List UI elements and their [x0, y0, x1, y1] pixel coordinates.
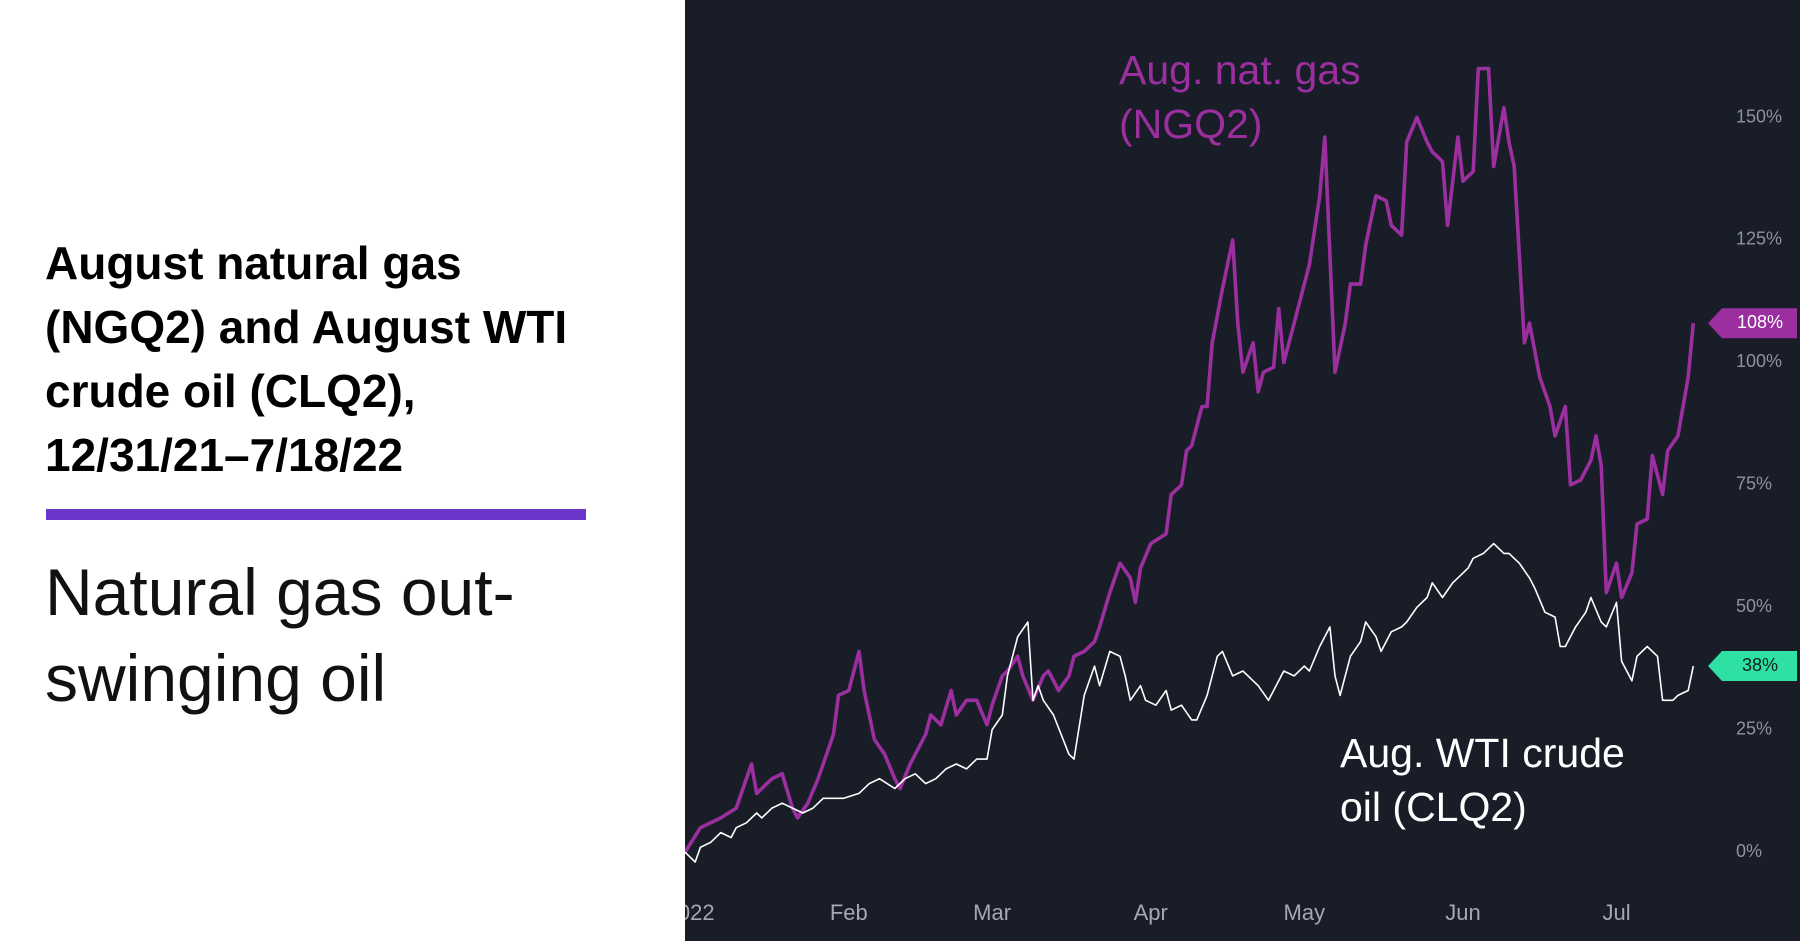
chart-background: [685, 0, 1800, 941]
series-annotation: (NGQ2): [1119, 101, 1263, 147]
title: 12/31/21–7/18/22: [45, 429, 404, 481]
title: August natural gas: [45, 237, 462, 289]
x-tick-label: Apr: [1134, 900, 1168, 925]
divider: [46, 509, 586, 520]
title: (NGQ2) and August WTI: [45, 301, 568, 353]
y-tick-label: 75%: [1736, 474, 1772, 494]
y-tick-label: 0%: [1736, 841, 1762, 861]
x-tick-label: Mar: [973, 900, 1011, 925]
y-tick-label: 50%: [1736, 596, 1772, 616]
x-tick-label: May: [1284, 900, 1326, 925]
x-tick-label: 2022: [666, 900, 715, 925]
y-tick-label: 100%: [1736, 351, 1782, 371]
series-line: [685, 542, 1695, 863]
title: crude oil (CLQ2),: [45, 365, 416, 417]
subtitle: swinging oil: [45, 641, 387, 715]
text-panel: August natural gas (NGQ2) and August WTI c…: [0, 0, 685, 941]
end-label-tag: [1708, 308, 1797, 339]
series-annotation: Aug. WTI crude: [1340, 730, 1625, 776]
subtitle: Natural gas out-: [45, 555, 515, 629]
series-annotation: oil (CLQ2): [1340, 784, 1527, 830]
x-tick-label: Feb: [830, 900, 868, 925]
x-tick-label: Jun: [1445, 900, 1480, 925]
series-line: [685, 66, 1696, 854]
end-label-tag: [1708, 651, 1797, 682]
y-tick-label: 25%: [1736, 718, 1772, 738]
end-label: 108%: [1737, 312, 1783, 332]
series-annotation: Aug. nat. gas: [1119, 47, 1361, 93]
end-label: 38%: [1742, 655, 1778, 675]
x-tick-label: Jul: [1602, 900, 1630, 925]
y-tick-label: 150%: [1736, 106, 1782, 126]
y-tick-label: 125%: [1736, 229, 1782, 249]
plot: 2022 Feb Mar Apr May Jun Jul: [666, 66, 1696, 925]
